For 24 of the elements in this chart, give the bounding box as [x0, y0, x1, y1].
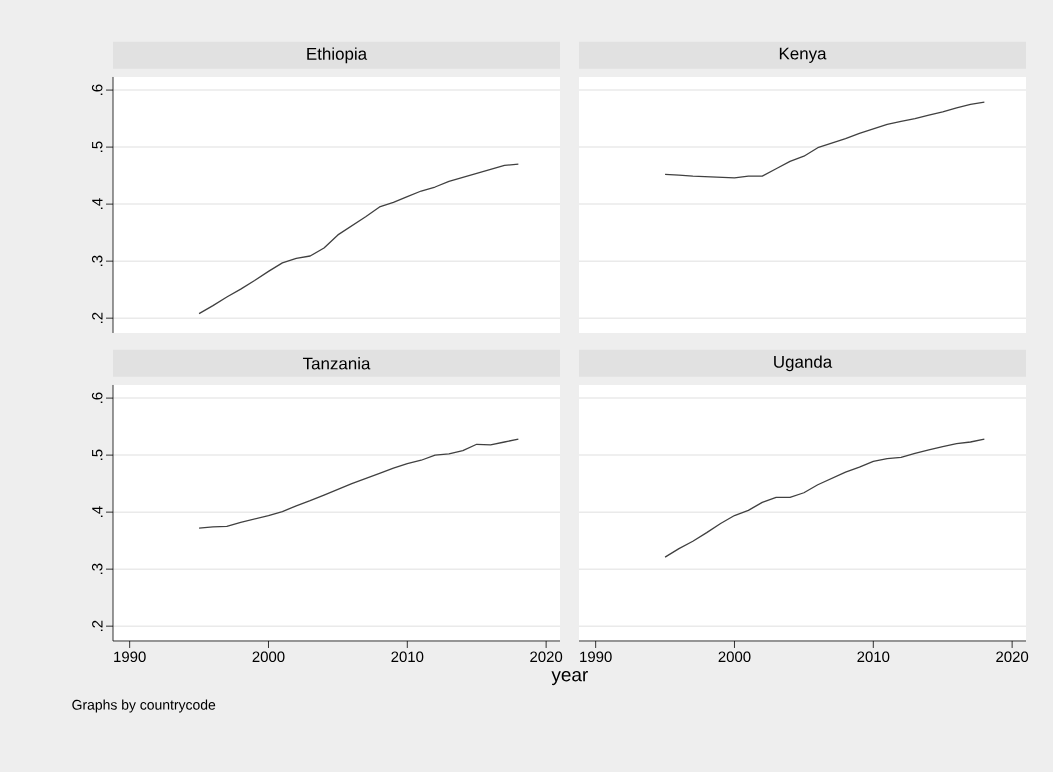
- chart-title: Ethiopia: [307, 47, 368, 64]
- y-tick-label: .3: [91, 255, 103, 267]
- x-tick-label: 2010: [857, 651, 890, 663]
- x-axis-title: year: [551, 671, 588, 686]
- chart-title: Tanzania: [302, 357, 371, 370]
- y-tick-label: .6: [91, 84, 103, 95]
- y-tick-label: .4: [92, 198, 103, 209]
- y-tick-label: .4: [92, 506, 103, 517]
- x-tick-label: 2000: [252, 651, 285, 663]
- x-tick-label: 2020: [996, 651, 1029, 663]
- x-tick-label: 2000: [718, 651, 751, 663]
- chart-title: Kenya: [779, 47, 827, 63]
- x-tick-label: 2010: [391, 651, 424, 663]
- y-tick-label: .3: [91, 563, 103, 575]
- x-tick-label: 2020: [530, 651, 563, 663]
- y-tick-label: .2: [92, 312, 103, 324]
- y-tick-label: .5: [92, 449, 103, 460]
- chart-title: Uganda: [774, 355, 833, 372]
- x-tick-label: 1990: [580, 651, 612, 663]
- x-tick-label: 1990: [114, 651, 146, 663]
- y-tick-label: .5: [92, 141, 103, 152]
- y-tick-label: .6: [91, 392, 103, 403]
- y-tick-label: .2: [92, 620, 103, 632]
- text: Graphs by countrycode: [72, 699, 216, 713]
